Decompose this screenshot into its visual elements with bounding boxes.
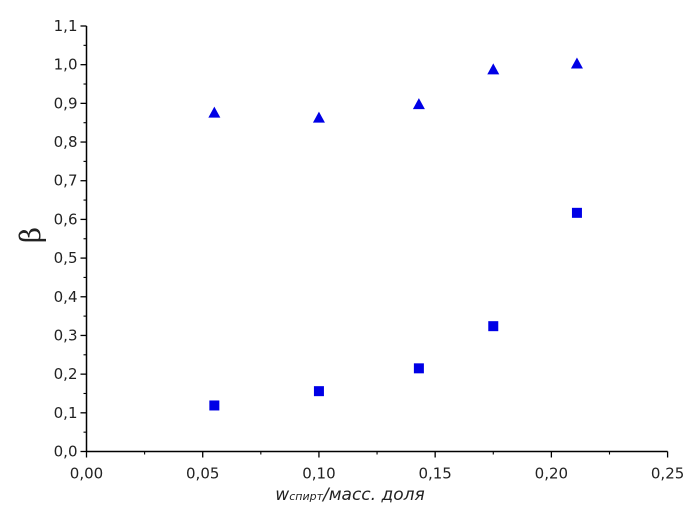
y-tick-label: 0,3 (54, 326, 78, 344)
y-tick-label: 0,5 (54, 249, 78, 267)
y-tick-label: 0,9 (54, 94, 78, 112)
x-tick-label: 0,15 (418, 465, 451, 483)
triangle-point (570, 57, 583, 69)
x-axis-title-main: w (275, 485, 289, 505)
data-points (208, 57, 583, 411)
y-tick-label: 1,1 (54, 17, 78, 35)
square-point (488, 321, 499, 332)
y-tick-label: 0,1 (54, 404, 78, 422)
x-tick-label: 0,25 (651, 465, 684, 483)
triangle-point (312, 111, 325, 123)
triangle-point (487, 63, 500, 75)
square-point (571, 207, 582, 218)
triangle-point (412, 98, 425, 110)
y-tick-label: 0,4 (54, 288, 78, 306)
x-tick-label: 0,10 (302, 465, 335, 483)
y-tick-label: 0,8 (54, 133, 78, 151)
triangle-point (208, 106, 221, 118)
axes: 0,0 0,1 0,2 0,3 0,4 0,5 0,6 0,7 0,8 0,9 1,0 1,1 0,00… (54, 17, 685, 483)
y-axis-title: β (14, 227, 47, 243)
y-tick-label: 0,6 (54, 210, 78, 228)
x-tick-label: 0,20 (535, 465, 568, 483)
y-tick-label: 0,2 (54, 365, 78, 383)
square-point (313, 386, 324, 397)
x-tick-label: 0,05 (186, 465, 219, 483)
x-axis-title-subscript: спирт (289, 490, 323, 503)
square-point (413, 363, 424, 374)
square-point (209, 400, 220, 411)
y-tick-label: 0,7 (54, 172, 78, 190)
x-tick-label: 0,00 (70, 465, 103, 483)
x-axis-title: wспирт/масс. доля (275, 485, 424, 505)
x-axis-title-rest: /масс. доля (321, 485, 425, 505)
y-tick-label: 0,0 (54, 443, 78, 461)
y-tick-label: 1,0 (54, 56, 78, 74)
